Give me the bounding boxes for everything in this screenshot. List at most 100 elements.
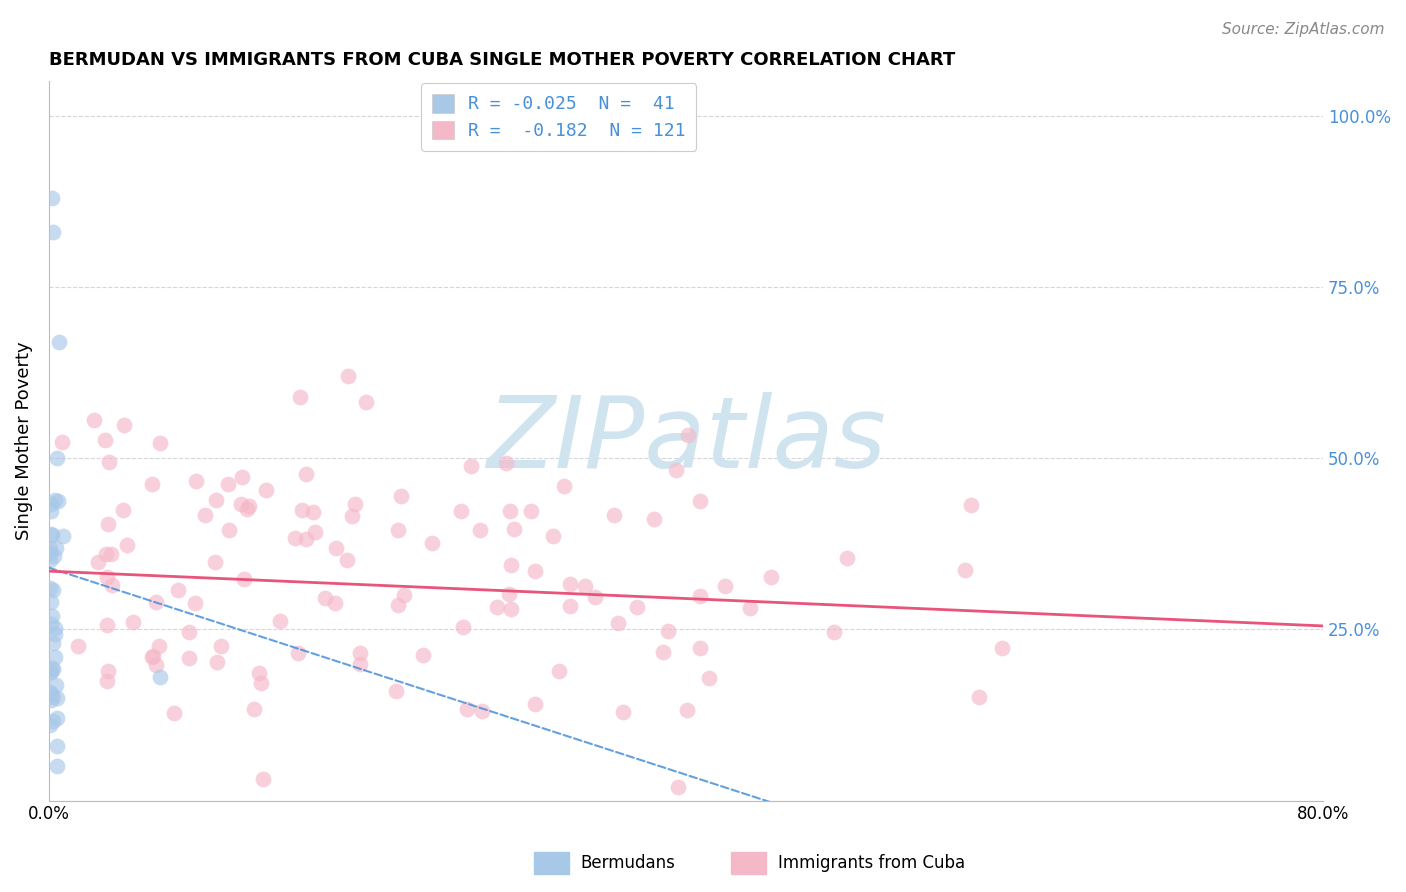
Point [145, 595, 167, 609]
Point [42, 549, 65, 564]
Point [39, 595, 62, 609]
Point [287, 646, 309, 660]
Point [387, 523, 409, 537]
Point [96, 570, 118, 584]
Point [218, 523, 240, 537]
Point [46, 493, 69, 508]
Point [38, 546, 60, 560]
Point [39, 581, 62, 595]
Point [45, 739, 67, 753]
Point [354, 395, 377, 409]
Point [761, 570, 783, 584]
Point [553, 479, 575, 493]
Point [44, 621, 66, 635]
Point [314, 591, 336, 606]
Point [420, 535, 443, 549]
Point [39, 616, 62, 631]
Point [288, 390, 311, 404]
Text: ZIPatlas: ZIPatlas [486, 392, 886, 490]
Point [41, 528, 63, 542]
Point [323, 596, 346, 610]
Point [602, 508, 624, 522]
Point [254, 483, 277, 498]
Point [39, 497, 62, 511]
Point [38, 717, 60, 731]
Point [689, 641, 711, 656]
Point [524, 564, 547, 578]
Point [38, 685, 60, 699]
Point [823, 624, 845, 639]
Point [342, 508, 364, 523]
Point [231, 470, 253, 484]
Point [217, 477, 239, 491]
Point [142, 649, 165, 664]
Point [97, 516, 120, 531]
Point [163, 706, 186, 721]
Point [117, 537, 139, 551]
Point [451, 620, 474, 634]
Point [666, 780, 689, 794]
Point [238, 499, 260, 513]
Point [41, 714, 63, 728]
Point [501, 602, 523, 616]
Point [48, 334, 70, 349]
Point [44, 493, 66, 508]
Point [967, 690, 990, 705]
Point [39, 687, 62, 701]
Point [41, 191, 63, 205]
Point [41, 693, 63, 707]
Point [676, 428, 699, 442]
Point [42, 690, 65, 704]
Point [657, 624, 679, 638]
Point [385, 684, 408, 698]
Point [112, 418, 135, 433]
Point [349, 646, 371, 660]
Point [83, 413, 105, 427]
Point [560, 599, 582, 613]
Text: Bermudans: Bermudans [581, 854, 675, 872]
Point [232, 572, 254, 586]
Point [344, 497, 367, 511]
Point [250, 675, 273, 690]
Point [714, 579, 737, 593]
Point [45, 759, 67, 773]
Point [652, 645, 675, 659]
Point [269, 614, 291, 628]
Point [45, 451, 67, 466]
Point [607, 616, 630, 631]
Text: Source: ZipAtlas.com: Source: ZipAtlas.com [1222, 22, 1385, 37]
Point [495, 456, 517, 470]
Point [412, 648, 434, 663]
Point [41, 609, 63, 624]
Point [42, 636, 65, 650]
Point [39, 665, 62, 679]
Point [45, 677, 67, 691]
Point [738, 601, 761, 615]
Point [689, 590, 711, 604]
Point [148, 639, 170, 653]
Point [41, 661, 63, 675]
Point [45, 711, 67, 725]
Point [179, 651, 201, 665]
Point [626, 600, 648, 615]
Point [45, 690, 67, 705]
Point [122, 615, 145, 629]
Point [835, 551, 858, 566]
Point [96, 674, 118, 689]
Point [209, 640, 232, 654]
Point [337, 368, 360, 383]
Point [349, 657, 371, 671]
Point [325, 541, 347, 556]
Point [560, 577, 582, 591]
Point [177, 625, 200, 640]
Point [52, 529, 75, 543]
Point [612, 705, 634, 719]
Point [676, 703, 699, 717]
Point [291, 503, 314, 517]
Point [39, 665, 62, 680]
Point [471, 704, 494, 718]
Point [499, 558, 522, 572]
Point [284, 531, 307, 545]
Point [42, 225, 65, 239]
Point [96, 618, 118, 632]
